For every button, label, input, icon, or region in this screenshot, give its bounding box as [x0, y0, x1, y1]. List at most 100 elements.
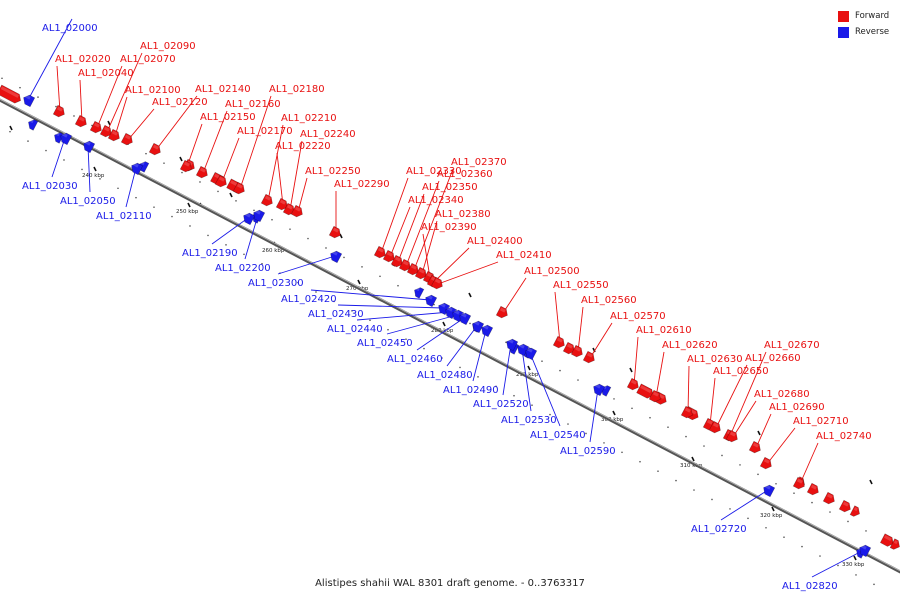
scale-dot	[649, 416, 651, 419]
label-al1_02140[interactable]: AL1_02140	[195, 84, 251, 95]
leader-al1_02300	[277, 255, 336, 275]
label-al1_02680[interactable]: AL1_02680	[754, 389, 810, 400]
label-al1_02550[interactable]: AL1_02550	[553, 280, 609, 291]
label-al1_02190[interactable]: AL1_02190	[182, 248, 238, 259]
scale-dot	[397, 284, 399, 287]
label-al1_02360[interactable]: AL1_02360	[437, 169, 493, 180]
scale-dot	[811, 501, 813, 504]
label-al1_02090[interactable]: AL1_02090	[140, 41, 196, 52]
scale-dot	[315, 291, 317, 293]
label-al1_02380[interactable]: AL1_02380	[435, 209, 491, 220]
label-al1_02610[interactable]: AL1_02610	[636, 325, 692, 336]
label-al1_02720[interactable]: AL1_02720	[691, 524, 747, 535]
gene-al1_02660	[708, 420, 721, 434]
scale-dot	[747, 517, 749, 520]
label-al1_02370[interactable]: AL1_02370	[451, 157, 507, 168]
scale-dot	[585, 432, 587, 435]
label-al1_02100[interactable]: AL1_02100	[125, 85, 181, 96]
label-al1_02050[interactable]: AL1_02050	[60, 196, 116, 207]
label-al1_02540[interactable]: AL1_02540	[530, 430, 586, 441]
label-al1_02560[interactable]: AL1_02560	[581, 295, 637, 306]
scale-dot	[307, 237, 309, 240]
label-al1_02000[interactable]: AL1_02000	[42, 23, 98, 34]
label-al1_02400[interactable]: AL1_02400	[467, 236, 523, 247]
label-al1_02620[interactable]: AL1_02620	[662, 340, 718, 351]
label-al1_02440[interactable]: AL1_02440	[327, 324, 383, 335]
forward-gene-feature	[879, 533, 894, 547]
genome-caption: Alistipes shahii WAL 8301 draft genome. …	[315, 578, 585, 589]
label-al1_02660[interactable]: AL1_02660	[745, 353, 801, 364]
gene-al1_02380	[414, 266, 427, 280]
label-al1_02240[interactable]: AL1_02240	[300, 129, 356, 140]
leader-al1_02570	[589, 322, 613, 359]
scale-dot	[739, 464, 741, 466]
label-al1_02390[interactable]: AL1_02390	[421, 222, 477, 233]
gene-al1_02170	[214, 174, 227, 188]
scale-dot	[333, 300, 335, 303]
leader-al1_02240	[289, 140, 303, 211]
label-al1_02250[interactable]: AL1_02250	[305, 166, 361, 177]
leader-al1_02460	[416, 317, 465, 351]
label-al1_02450[interactable]: AL1_02450	[357, 338, 413, 349]
label-al1_02210[interactable]: AL1_02210	[281, 113, 337, 124]
gene-al1_02030	[60, 132, 73, 146]
scale-tick	[442, 321, 446, 327]
label-al1_02300[interactable]: AL1_02300	[248, 278, 304, 289]
forward-gene-feature	[838, 499, 851, 513]
scale-dot	[325, 247, 327, 249]
gene-al1_02150	[179, 159, 192, 173]
label-al1_02420[interactable]: AL1_02420	[281, 294, 337, 305]
leader-al1_02000	[27, 18, 73, 101]
leader-al1_02030	[51, 137, 66, 178]
label-al1_02570[interactable]: AL1_02570	[610, 311, 666, 322]
label-al1_02220[interactable]: AL1_02220	[275, 141, 331, 152]
label-al1_02460[interactable]: AL1_02460	[387, 354, 443, 365]
gene-al1_02250	[290, 204, 303, 218]
label-al1_02070[interactable]: AL1_02070	[120, 54, 176, 65]
scale-dot	[865, 530, 867, 532]
label-al1_02500[interactable]: AL1_02500	[524, 266, 580, 277]
label-al1_02040[interactable]: AL1_02040	[78, 68, 134, 79]
label-al1_02690[interactable]: AL1_02690	[769, 402, 825, 413]
label-al1_02520[interactable]: AL1_02520	[473, 399, 529, 410]
label-al1_02150[interactable]: AL1_02150	[200, 112, 256, 123]
label-al1_02490[interactable]: AL1_02490	[443, 385, 499, 396]
label-al1_02590[interactable]: AL1_02590	[560, 446, 616, 457]
label-al1_02630[interactable]: AL1_02630	[687, 354, 743, 365]
label-al1_02650[interactable]: AL1_02650	[713, 366, 769, 377]
label-al1_02740[interactable]: AL1_02740	[816, 431, 872, 442]
leader-al1_02190	[211, 217, 249, 245]
legend-reverse: Reverse	[838, 24, 889, 40]
label-al1_02340[interactable]: AL1_02340	[408, 195, 464, 206]
gene-al1_02050	[83, 140, 96, 154]
label-al1_02290[interactable]: AL1_02290	[334, 179, 390, 190]
label-al1_02410[interactable]: AL1_02410	[496, 250, 552, 261]
label-al1_02820[interactable]: AL1_02820	[782, 581, 838, 592]
legend-reverse-label: Reverse	[855, 27, 890, 37]
label-al1_02530[interactable]: AL1_02530	[501, 415, 557, 426]
gene-al1_02480	[472, 320, 485, 334]
scale-dot	[667, 426, 669, 428]
forward-gene-feature	[806, 482, 819, 496]
scale-dot	[225, 244, 227, 246]
label-al1_02160[interactable]: AL1_02160	[225, 99, 281, 110]
label-al1_02350[interactable]: AL1_02350	[422, 182, 478, 193]
label-al1_02200[interactable]: AL1_02200	[215, 263, 271, 274]
label-al1_02120[interactable]: AL1_02120	[152, 97, 208, 108]
label-al1_02670[interactable]: AL1_02670	[764, 340, 820, 351]
label-al1_02480[interactable]: AL1_02480	[417, 370, 473, 381]
gene-al1_02720	[763, 484, 776, 498]
label-al1_02710[interactable]: AL1_02710	[793, 416, 849, 427]
scale-dot	[873, 583, 875, 586]
label-al1_02110[interactable]: AL1_02110	[96, 211, 152, 222]
label-al1_02030[interactable]: AL1_02030	[22, 181, 78, 192]
label-al1_02180[interactable]: AL1_02180	[269, 84, 325, 95]
forward-gene-feature	[0, 84, 21, 104]
scale-dot	[685, 435, 687, 438]
label-al1_02330[interactable]: AL1_02330	[406, 166, 462, 177]
label-al1_02020[interactable]: AL1_02020	[55, 54, 111, 65]
label-al1_02170[interactable]: AL1_02170	[237, 126, 293, 137]
leader-al1_02680	[732, 400, 757, 438]
label-al1_02430[interactable]: AL1_02430	[308, 309, 364, 320]
forward-gene-feature	[889, 538, 900, 550]
